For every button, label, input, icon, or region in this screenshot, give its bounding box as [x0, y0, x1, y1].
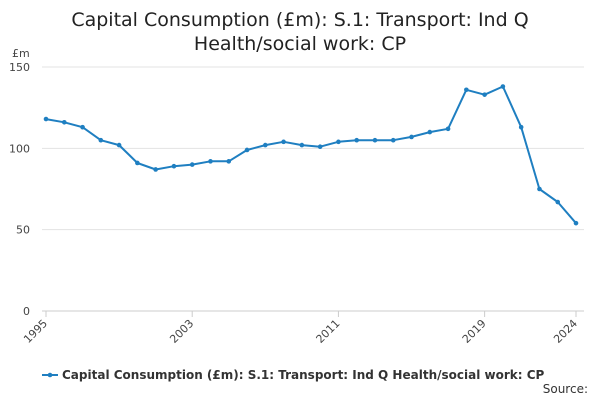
x-tick-label: 2024 [551, 317, 580, 346]
series-line [45, 85, 577, 224]
data-point [61, 120, 67, 125]
data-point [208, 159, 213, 164]
data-point [518, 124, 524, 130]
data-point [116, 142, 122, 148]
data-point [171, 163, 177, 169]
y-tick-label: 50 [16, 224, 30, 237]
legend-marker [47, 372, 53, 378]
x-tick-label: 2011 [314, 317, 343, 346]
chart-title-line-1: Capital Consumption (£m): S.1: Transport… [71, 9, 529, 31]
data-point [464, 87, 469, 93]
data-point [263, 142, 268, 148]
data-point [482, 92, 487, 97]
data-point [354, 137, 359, 143]
data-point [226, 159, 232, 164]
data-point [299, 142, 305, 148]
y-tick-label: 100 [9, 142, 30, 155]
data-point [281, 139, 286, 145]
data-point [409, 134, 414, 140]
data-point [390, 137, 396, 143]
data-point [317, 144, 323, 150]
data-point [43, 116, 49, 122]
data-point [244, 147, 250, 153]
x-tick-label: 2003 [167, 317, 196, 346]
data-point [98, 137, 104, 143]
data-point [135, 160, 140, 166]
data-point [336, 139, 341, 145]
y-tick-label: 150 [9, 61, 30, 74]
y-tick-label: 0 [23, 305, 30, 318]
data-point [573, 220, 579, 226]
data-point [500, 84, 506, 89]
data-point [372, 137, 378, 143]
source-label: Source: [542, 382, 588, 396]
data-point [445, 126, 451, 132]
data-point [153, 167, 158, 172]
chart-title: Capital Consumption (£m): S.1: Transport… [0, 8, 600, 56]
data-point [537, 186, 542, 192]
legend-label: Capital Consumption (£m): S.1: Transport… [62, 368, 545, 382]
data-point [189, 162, 195, 167]
x-tick-label: 1995 [21, 317, 50, 346]
data-point [555, 199, 561, 205]
x-tick-label: 2019 [460, 317, 489, 346]
chart-title-line-2: Health/social work: CP [193, 33, 407, 55]
y-axis-label: £m [12, 47, 30, 60]
data-point [80, 124, 85, 130]
data-point [427, 129, 433, 135]
